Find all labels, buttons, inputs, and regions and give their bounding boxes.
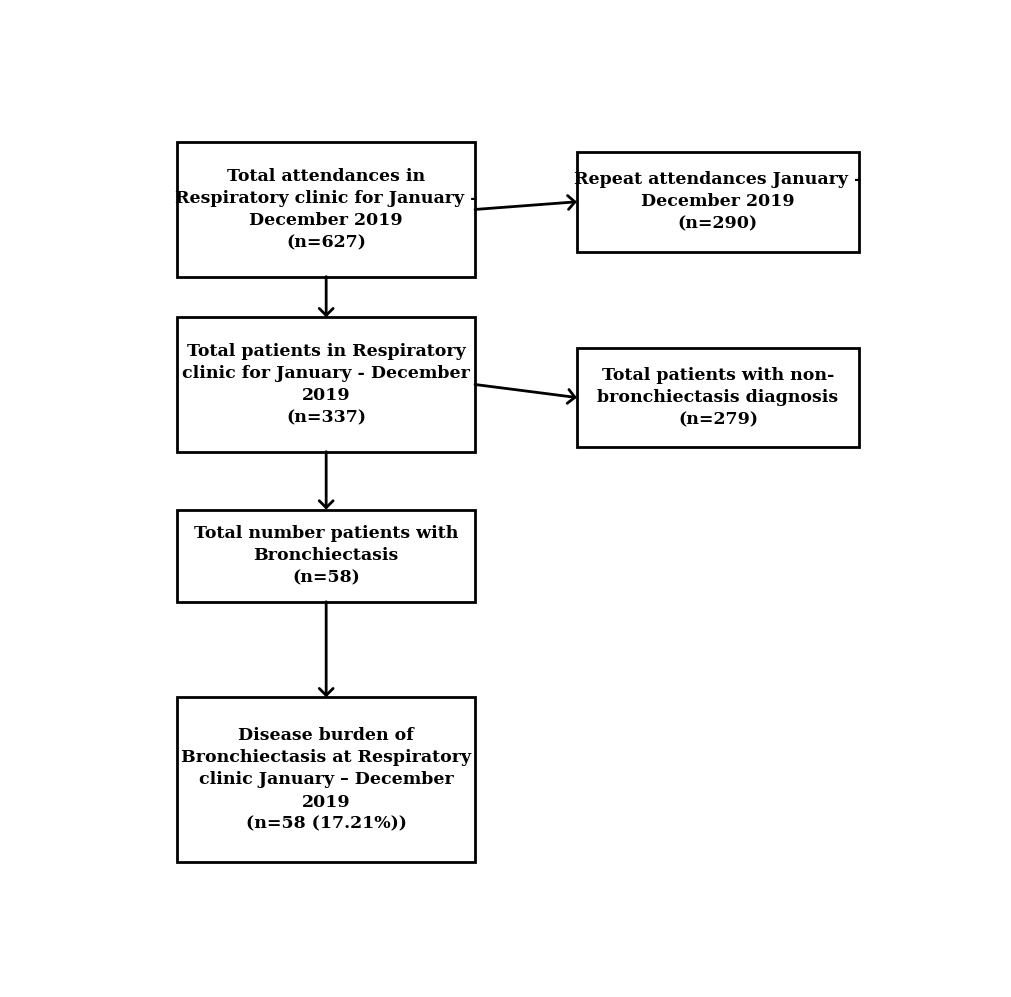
FancyBboxPatch shape [577,348,859,448]
FancyBboxPatch shape [577,152,859,251]
Text: Total number patients with
Bronchiectasis
(n=58): Total number patients with Bronchiectasi… [194,525,458,586]
FancyBboxPatch shape [177,509,475,602]
FancyBboxPatch shape [177,697,475,862]
FancyBboxPatch shape [177,143,475,276]
Text: Total patients with non-
bronchiectasis diagnosis
(n=279): Total patients with non- bronchiectasis … [598,367,838,429]
FancyBboxPatch shape [177,317,475,452]
Text: Repeat attendances January -
December 2019
(n=290): Repeat attendances January - December 20… [574,171,861,232]
Text: Disease burden of
Bronchiectasis at Respiratory
clinic January – December
2019
(: Disease burden of Bronchiectasis at Resp… [181,727,471,832]
Text: Total patients in Respiratory
clinic for January - December
2019
(n=337): Total patients in Respiratory clinic for… [182,343,470,427]
Text: Total attendances in
Respiratory clinic for January -
December 2019
(n=627): Total attendances in Respiratory clinic … [175,167,477,251]
